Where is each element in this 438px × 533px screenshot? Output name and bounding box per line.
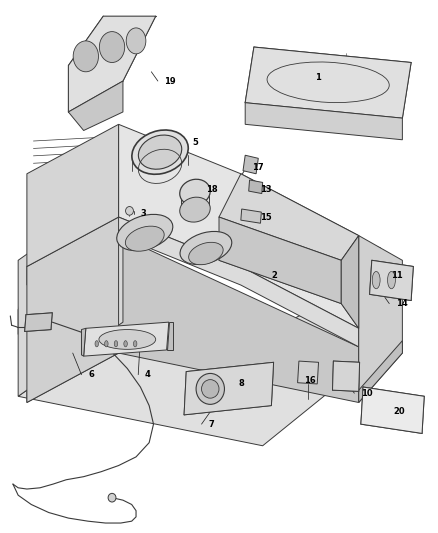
Polygon shape <box>219 217 341 304</box>
Ellipse shape <box>105 341 108 347</box>
Ellipse shape <box>180 197 210 222</box>
Ellipse shape <box>388 271 396 289</box>
Polygon shape <box>184 362 274 415</box>
Text: 11: 11 <box>392 271 403 280</box>
Polygon shape <box>166 322 173 350</box>
Ellipse shape <box>99 31 125 62</box>
Ellipse shape <box>108 494 116 502</box>
Text: 8: 8 <box>239 379 244 389</box>
Text: 16: 16 <box>304 376 316 385</box>
Polygon shape <box>84 322 169 356</box>
Ellipse shape <box>124 341 127 347</box>
Polygon shape <box>297 361 318 384</box>
Polygon shape <box>119 124 359 328</box>
Ellipse shape <box>126 207 134 215</box>
Text: 20: 20 <box>394 407 405 416</box>
Polygon shape <box>359 341 403 402</box>
Text: 14: 14 <box>396 299 408 308</box>
Text: 1: 1 <box>315 74 321 83</box>
Polygon shape <box>219 174 359 260</box>
Polygon shape <box>68 16 155 112</box>
Ellipse shape <box>189 243 223 265</box>
Text: 15: 15 <box>261 213 272 222</box>
Ellipse shape <box>132 130 188 174</box>
Ellipse shape <box>196 374 224 405</box>
Polygon shape <box>332 361 360 391</box>
Polygon shape <box>245 47 411 118</box>
Ellipse shape <box>180 231 232 264</box>
Ellipse shape <box>73 41 99 72</box>
Text: 5: 5 <box>193 139 199 147</box>
Text: 6: 6 <box>88 370 94 379</box>
Ellipse shape <box>114 341 118 347</box>
Polygon shape <box>27 124 119 266</box>
Polygon shape <box>81 328 86 356</box>
Ellipse shape <box>201 379 219 398</box>
Polygon shape <box>44 186 381 273</box>
Text: 2: 2 <box>272 271 277 280</box>
Polygon shape <box>27 217 359 347</box>
Polygon shape <box>361 387 424 433</box>
Polygon shape <box>68 81 123 131</box>
Ellipse shape <box>95 341 99 347</box>
Ellipse shape <box>134 341 137 347</box>
Text: 3: 3 <box>141 209 146 219</box>
Polygon shape <box>249 180 263 193</box>
Polygon shape <box>25 313 52 332</box>
Text: 17: 17 <box>252 163 263 172</box>
Polygon shape <box>243 155 258 174</box>
Polygon shape <box>241 209 261 223</box>
Text: 4: 4 <box>145 370 151 379</box>
Ellipse shape <box>117 214 173 251</box>
Polygon shape <box>18 186 123 397</box>
Ellipse shape <box>125 226 164 251</box>
Text: 13: 13 <box>261 185 272 193</box>
Ellipse shape <box>372 271 380 289</box>
Polygon shape <box>18 236 44 335</box>
Polygon shape <box>27 217 119 402</box>
Polygon shape <box>245 103 403 140</box>
Ellipse shape <box>138 135 182 169</box>
Ellipse shape <box>180 179 210 205</box>
Polygon shape <box>359 236 403 402</box>
Polygon shape <box>18 273 385 446</box>
Text: 18: 18 <box>206 185 218 193</box>
Polygon shape <box>370 260 413 301</box>
Text: 19: 19 <box>164 77 176 86</box>
Polygon shape <box>341 236 359 328</box>
Ellipse shape <box>99 329 155 349</box>
Text: 10: 10 <box>361 389 373 398</box>
Ellipse shape <box>126 28 146 54</box>
Text: 7: 7 <box>208 419 214 429</box>
Polygon shape <box>27 236 359 402</box>
